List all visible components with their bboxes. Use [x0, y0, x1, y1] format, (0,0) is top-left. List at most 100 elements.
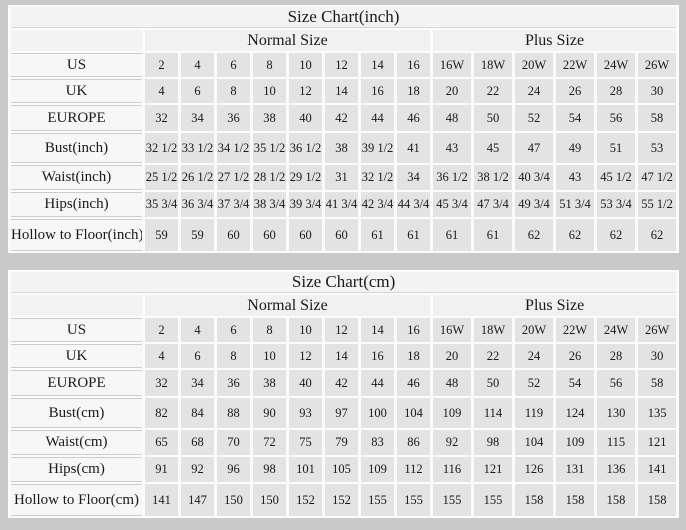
- size-value-cell: 124: [556, 398, 594, 428]
- size-value-cell: 97: [325, 398, 358, 428]
- size-value-cell: 14: [325, 79, 358, 103]
- size-value-cell: 14: [361, 53, 394, 77]
- size-value-cell: 150: [217, 484, 250, 516]
- size-value-cell: 126: [515, 457, 553, 482]
- size-value-cell: 4: [145, 344, 178, 368]
- size-value-cell: 61: [433, 219, 471, 251]
- size-value-cell: 24: [515, 79, 553, 103]
- size-value-cell: 98: [474, 430, 512, 455]
- size-value-cell: 141: [638, 457, 677, 482]
- chart-title-row: Size Chart(inch): [11, 7, 677, 28]
- size-value-cell: 40 3/4: [515, 165, 553, 190]
- row-label-hollow: Hollow to Floor(inch): [11, 219, 142, 251]
- row-label-waist: Waist(cm): [11, 430, 142, 455]
- size-value-cell: 115: [597, 430, 635, 455]
- size-value-cell: 44 3/4: [397, 192, 430, 217]
- size-value-cell: 91: [145, 457, 178, 482]
- size-value-cell: 155: [433, 484, 471, 516]
- size-value-cell: 26: [556, 79, 594, 103]
- size-value-cell: 18W: [474, 318, 512, 342]
- size-value-cell: 104: [397, 398, 430, 428]
- size-value-cell: 14: [325, 344, 358, 368]
- size-value-cell: 158: [556, 484, 594, 516]
- size-value-cell: 22W: [556, 53, 594, 77]
- size-value-cell: 38: [253, 105, 286, 131]
- size-value-cell: 47: [515, 133, 553, 163]
- size-value-cell: 18: [397, 79, 430, 103]
- size-value-cell: 39 3/4: [289, 192, 322, 217]
- size-value-cell: 28 1/2: [253, 165, 286, 190]
- chart-title-row: Size Chart(cm): [11, 272, 677, 293]
- size-value-cell: 88: [217, 398, 250, 428]
- size-value-cell: 16W: [433, 53, 471, 77]
- row-label-europe: EUROPE: [11, 105, 142, 131]
- size-value-cell: 34 1/2: [217, 133, 250, 163]
- size-value-cell: 79: [325, 430, 358, 455]
- size-value-cell: 26: [556, 344, 594, 368]
- size-value-cell: 47 3/4: [474, 192, 512, 217]
- size-value-cell: 119: [515, 398, 553, 428]
- size-value-cell: 22: [474, 79, 512, 103]
- size-value-cell: 54: [556, 370, 594, 396]
- size-value-cell: 12: [325, 53, 358, 77]
- size-value-cell: 22: [474, 344, 512, 368]
- size-value-cell: 82: [145, 398, 178, 428]
- group-header-plus-size: Plus Size: [433, 295, 677, 316]
- size-row-bust: Bust(cm) 82 84 88 90 93 97 100 104 109 114 119 124 13…: [11, 398, 677, 428]
- size-value-cell: 26 1/2: [181, 165, 214, 190]
- size-value-cell: 4: [181, 53, 214, 77]
- row-label-hollow: Hollow to Floor(cm): [11, 484, 142, 516]
- size-value-cell: 20: [433, 344, 471, 368]
- size-value-cell: 34: [181, 370, 214, 396]
- size-value-cell: 10: [289, 53, 322, 77]
- size-value-cell: 51: [597, 133, 635, 163]
- size-value-cell: 93: [289, 398, 322, 428]
- size-value-cell: 4: [181, 318, 214, 342]
- row-label-us: US: [11, 53, 142, 77]
- size-value-cell: 28: [597, 79, 635, 103]
- size-value-cell: 150: [253, 484, 286, 516]
- size-value-cell: 61: [474, 219, 512, 251]
- size-value-cell: 33 1/2: [181, 133, 214, 163]
- size-value-cell: 136: [597, 457, 635, 482]
- size-value-cell: 38 1/2: [474, 165, 512, 190]
- size-value-cell: 86: [397, 430, 430, 455]
- size-value-cell: 35 1/2: [253, 133, 286, 163]
- size-value-cell: 2: [145, 53, 178, 77]
- size-value-cell: 47 1/2: [638, 165, 677, 190]
- size-value-cell: 6: [181, 79, 214, 103]
- size-row-europe: EUROPE 32 34 36 38 40 42 44 46 48 50 52 54 56 58: [11, 105, 677, 131]
- row-label-europe: EUROPE: [11, 370, 142, 396]
- size-row-hollow: Hollow to Floor(inch) 59 59 60 60 60 60 61 61 61 6…: [11, 219, 677, 251]
- row-label-uk: UK: [11, 79, 142, 103]
- size-value-cell: 59: [145, 219, 178, 251]
- size-value-cell: 30: [638, 79, 677, 103]
- size-value-cell: 10: [253, 79, 286, 103]
- size-value-cell: 6: [217, 53, 250, 77]
- size-value-cell: 2: [145, 318, 178, 342]
- size-value-cell: 36: [217, 105, 250, 131]
- size-value-cell: 58: [638, 370, 677, 396]
- size-value-cell: 90: [253, 398, 286, 428]
- size-value-cell: 24W: [597, 53, 635, 77]
- size-value-cell: 54: [556, 105, 594, 131]
- size-value-cell: 62: [638, 219, 677, 251]
- size-value-cell: 18W: [474, 53, 512, 77]
- size-value-cell: 48: [433, 370, 471, 396]
- size-value-cell: 92: [181, 457, 214, 482]
- size-value-cell: 158: [515, 484, 553, 516]
- size-row-bust: Bust(inch) 32 1/2 33 1/2 34 1/2 35 1/2 36 1/2…: [11, 133, 677, 163]
- size-value-cell: 38: [253, 370, 286, 396]
- size-value-cell: 42: [325, 370, 358, 396]
- size-value-cell: 141: [145, 484, 178, 516]
- size-value-cell: 12: [325, 318, 358, 342]
- size-value-cell: 56: [597, 105, 635, 131]
- size-value-cell: 46: [397, 105, 430, 131]
- size-value-cell: 147: [181, 484, 214, 516]
- size-value-cell: 26W: [638, 53, 677, 77]
- size-value-cell: 109: [361, 457, 394, 482]
- size-value-cell: 116: [433, 457, 471, 482]
- size-value-cell: 56: [597, 370, 635, 396]
- size-row-waist: Waist(inch) 25 1/2 26 1/2 27 1/2 28 1/2 29 1/…: [11, 165, 677, 190]
- size-value-cell: 42: [325, 105, 358, 131]
